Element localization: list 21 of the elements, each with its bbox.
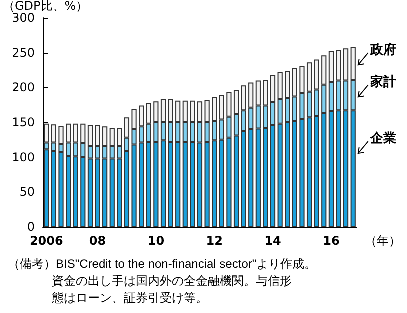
text: 態はローン、証券引受け等。 bbox=[51, 291, 208, 305]
x-tick-label: 10 bbox=[148, 234, 165, 248]
x-tick-label: 08 bbox=[89, 234, 106, 248]
x-axis-title: （年） bbox=[365, 234, 401, 248]
y-tick-label: 100 bbox=[12, 150, 35, 164]
x-tick-label: 12 bbox=[206, 234, 223, 248]
y-axis-title: （GDP比、%） bbox=[3, 0, 88, 13]
y-tick-label: 150 bbox=[12, 116, 35, 130]
x-tick-label: 2006 bbox=[30, 234, 64, 248]
y-tick-label: 50 bbox=[20, 185, 35, 200]
y-tick-label: 0 bbox=[27, 220, 35, 234]
text: 資金の出し手は国内外の全金融機関。与信形 bbox=[52, 274, 292, 288]
y-tick-label: 250 bbox=[12, 46, 35, 60]
series-label: 家計 bbox=[369, 74, 396, 90]
x-tick-label: 16 bbox=[323, 234, 340, 248]
text: （備考）BIS"Credit to the non-financial sector"より作成。 bbox=[8, 257, 317, 271]
series-label: 政府 bbox=[369, 42, 396, 58]
y-tick-label: 200 bbox=[12, 80, 35, 95]
series-label: 企業 bbox=[369, 130, 396, 146]
x-tick-label: 14 bbox=[264, 234, 282, 248]
y-tick-label: 300 bbox=[12, 11, 35, 25]
